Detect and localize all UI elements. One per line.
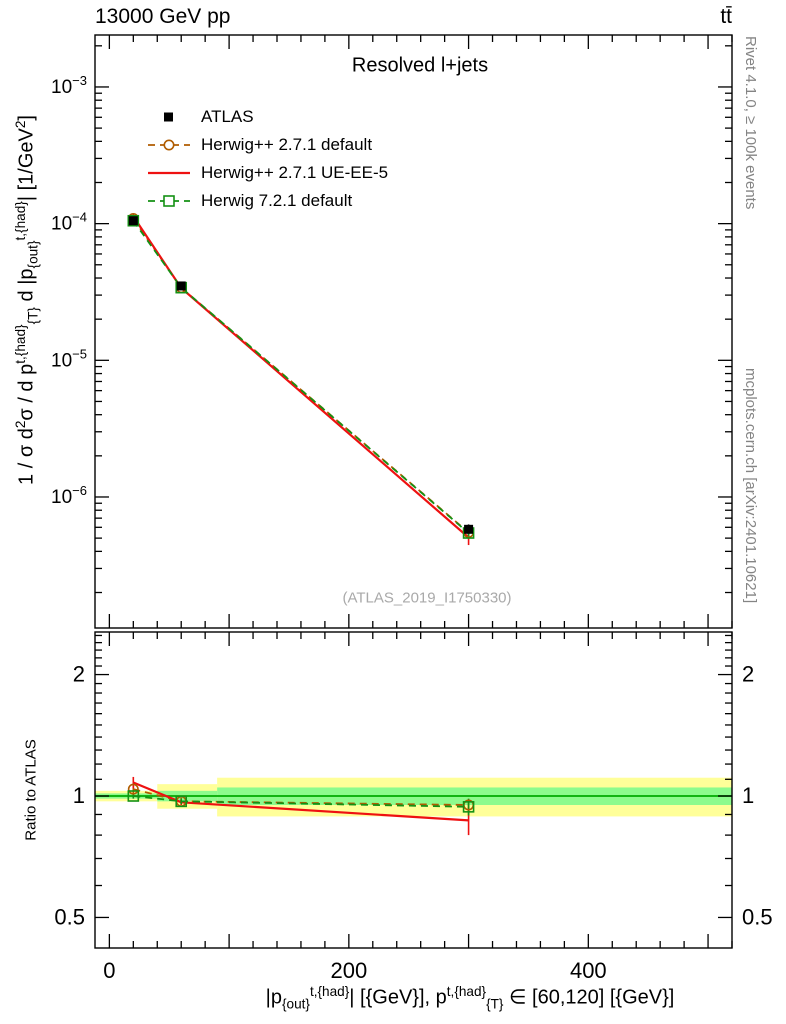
svg-text:400: 400 — [570, 958, 607, 983]
svg-text:10−4: 10−4 — [51, 210, 87, 235]
analysis-id-watermark: (ATLAS_2019_I1750330) — [342, 589, 512, 607]
plot-title: Resolved l+jets — [351, 54, 489, 77]
y-axis-label: 1 / σ d2σ / d pt,{had}{T} d |p{out}t,{ha… — [12, 115, 41, 485]
svg-text:0.5: 0.5 — [742, 904, 773, 929]
svg-text:10−5: 10−5 — [51, 346, 87, 371]
beam-energy-label: 13000 GeV pp — [95, 5, 231, 28]
svg-text:1: 1 — [73, 783, 85, 808]
legend-marker-dashed-circle — [148, 139, 190, 151]
legend-label: Herwig++ 2.7.1 default — [201, 135, 373, 154]
svg-text:2: 2 — [73, 662, 85, 687]
mcplots-arxiv-note: mcplots.cern.ch [arXiv:2401.10621] — [742, 368, 759, 604]
legend-label: ATLAS — [201, 107, 254, 126]
svg-text:10−3: 10−3 — [51, 73, 87, 98]
x-axis-label: |p{out}t,{had}| [{GeV}], pt,{had}{T} ∈ [… — [265, 983, 675, 1012]
legend-item: Herwig 7.2.1 default — [146, 187, 388, 215]
rivet-version-note: Rivet 4.1.0, ≥ 100k events — [742, 36, 759, 210]
legend-item: ATLAS — [146, 103, 388, 131]
svg-text:10−6: 10−6 — [51, 483, 87, 508]
svg-text:200: 200 — [330, 958, 367, 983]
svg-text:0.5: 0.5 — [54, 904, 85, 929]
process-label: tt̄ — [720, 5, 732, 28]
legend-label: Herwig++ 2.7.1 UE-EE-5 — [201, 163, 389, 182]
legend-marker-dashed-square — [148, 195, 190, 207]
legend-label: Herwig 7.2.1 default — [201, 191, 353, 210]
legend-marker-solid — [148, 171, 190, 175]
legend-marker-data — [164, 112, 173, 122]
svg-text:1: 1 — [742, 783, 754, 808]
ratio-y-axis-label: Ratio to ATLAS — [22, 739, 40, 841]
legend: ATLAS Herwig++ 2.7.1 default Herwig++ 2.7.… — [146, 103, 388, 215]
svg-text:2: 2 — [742, 662, 754, 687]
legend-item: Herwig++ 2.7.1 UE-EE-5 — [146, 159, 388, 187]
legend-item: Herwig++ 2.7.1 default — [146, 131, 388, 159]
svg-text:0: 0 — [103, 958, 115, 983]
